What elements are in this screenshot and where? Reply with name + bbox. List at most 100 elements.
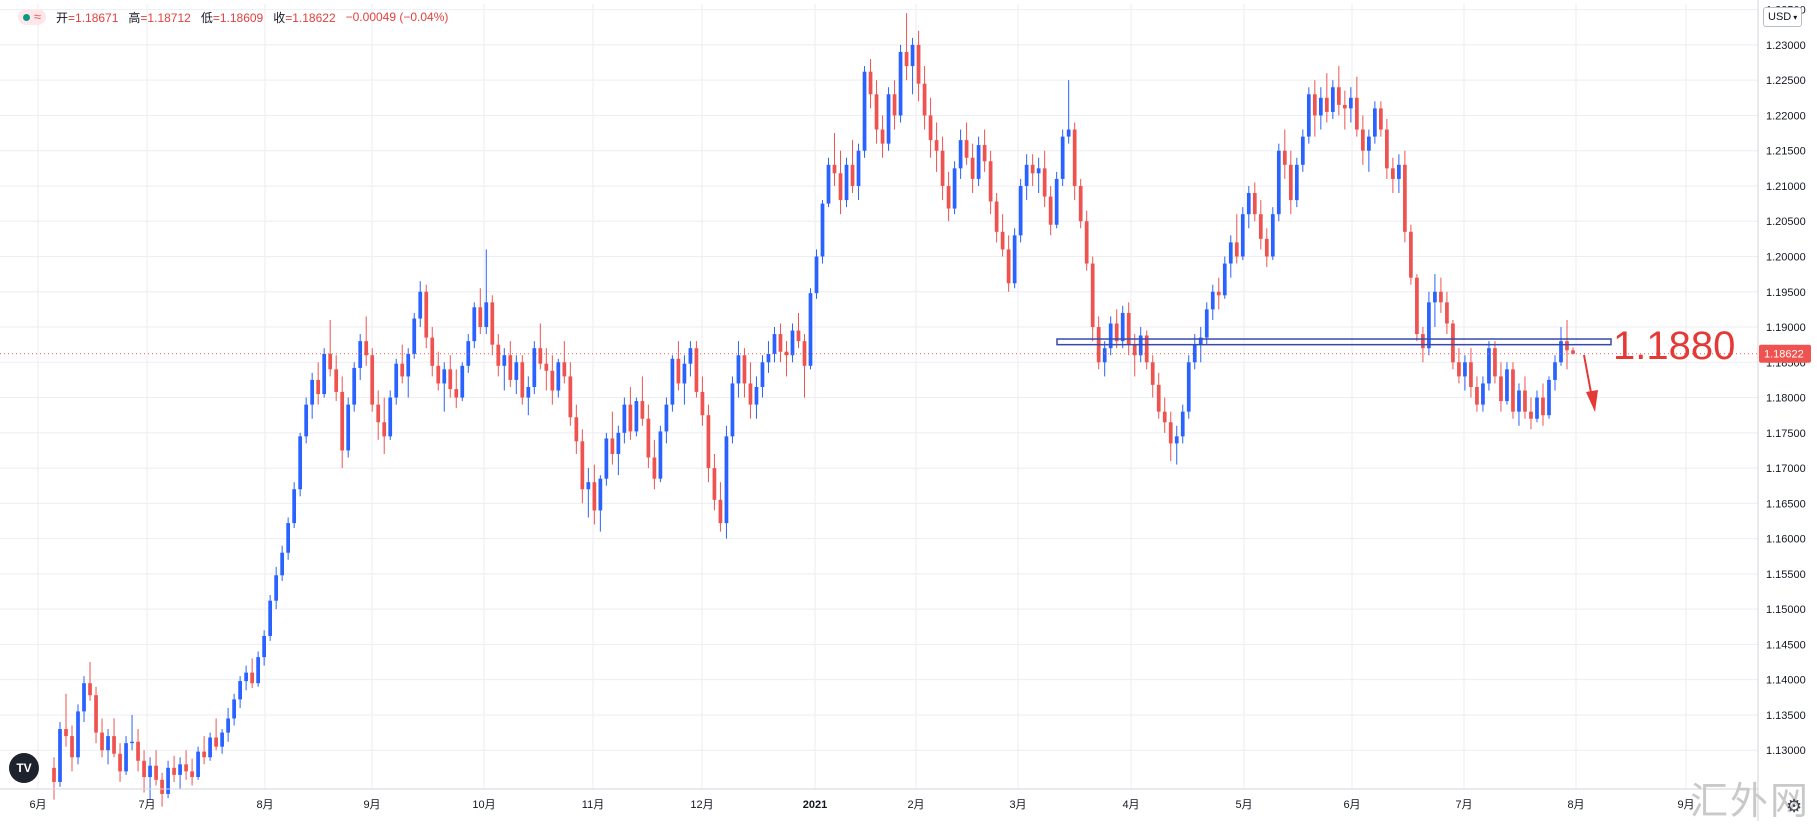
- candle: [1282, 129, 1287, 179]
- x-tick-label: 10月: [472, 799, 495, 811]
- candle-body: [1367, 136, 1371, 151]
- time-axis[interactable]: 6月 7月 8月 9月 10月 11月 12月 2021 2月 3月 4月 5月 6月 7月 8月 9月: [29, 799, 1694, 811]
- visibility-toggle[interactable]: ≈: [18, 9, 46, 25]
- candle-body: [1318, 97, 1323, 116]
- candle-body: [952, 168, 957, 209]
- candle: [292, 482, 297, 529]
- tradingview-logo[interactable]: TV: [9, 753, 39, 783]
- candle: [826, 157, 831, 208]
- candle: [1427, 291, 1431, 356]
- x-tick-label: 2021: [803, 799, 827, 811]
- candle: [706, 404, 711, 483]
- price-axis[interactable]: 1.13000 1.13500 1.14000 1.14500 1.15000 1.155…: [1766, 5, 1806, 758]
- candle-body: [532, 348, 537, 387]
- candle: [52, 757, 56, 800]
- candle: [592, 464, 597, 525]
- candle: [358, 334, 363, 380]
- candle: [1126, 302, 1131, 356]
- candle-body: [52, 767, 56, 782]
- close-value: 收=1.18622: [273, 10, 336, 25]
- candle: [346, 397, 351, 458]
- candle-body: [592, 482, 597, 511]
- candle: [496, 334, 501, 377]
- candle-body: [832, 164, 837, 174]
- candle: [724, 425, 729, 539]
- candle: [1306, 87, 1311, 144]
- x-tick-label: 5月: [1235, 799, 1252, 811]
- candle-body: [502, 355, 507, 366]
- candle: [1054, 171, 1059, 229]
- candle: [694, 341, 699, 398]
- candle-body: [730, 383, 735, 437]
- candle-body: [292, 489, 297, 524]
- candle-body: [982, 145, 987, 162]
- candle: [808, 288, 813, 370]
- candle-body: [712, 468, 717, 500]
- candle-body: [346, 404, 351, 451]
- candle-body: [868, 71, 873, 95]
- candle-body: [1457, 362, 1461, 377]
- candle: [1246, 185, 1251, 229]
- candle: [868, 59, 873, 109]
- candle-body: [1306, 94, 1311, 137]
- candle-body: [556, 362, 561, 391]
- candle: [1192, 334, 1197, 370]
- y-tick-label: 1.22500: [1766, 75, 1806, 87]
- candle: [568, 362, 573, 426]
- candle-body: [508, 355, 513, 380]
- candle-body: [1541, 397, 1545, 416]
- candle-body: [676, 358, 681, 384]
- currency-label: USD: [1768, 11, 1792, 23]
- candle: [604, 432, 609, 486]
- gear-icon[interactable]: ⚙: [1786, 796, 1803, 816]
- candle: [1270, 207, 1275, 261]
- candle-body: [1126, 312, 1131, 345]
- candle: [1174, 425, 1179, 465]
- candle-body: [364, 341, 369, 356]
- candle: [1030, 154, 1035, 186]
- candle: [1553, 355, 1557, 391]
- candle-body: [316, 379, 321, 395]
- candle-body: [1475, 386, 1479, 405]
- candle-body: [430, 337, 435, 366]
- candle: [766, 341, 771, 373]
- candle: [76, 704, 80, 765]
- candle-body: [1499, 376, 1503, 402]
- candle-body: [418, 291, 423, 319]
- candle-body: [1415, 277, 1419, 335]
- candle-body: [964, 140, 969, 158]
- y-tick-label: 1.13000: [1766, 745, 1806, 757]
- candle-body: [82, 683, 86, 712]
- support-zone-box[interactable]: [1056, 338, 1612, 346]
- candle: [142, 750, 146, 793]
- candle: [1415, 274, 1419, 342]
- candle: [880, 115, 885, 158]
- candle: [556, 358, 561, 398]
- candle-body: [886, 94, 891, 144]
- candle-body: [148, 765, 152, 778]
- candle-body: [220, 732, 224, 747]
- candle-body: [1403, 164, 1407, 232]
- candle: [1523, 376, 1527, 419]
- candle: [226, 707, 230, 742]
- candle: [478, 288, 483, 335]
- currency-selector[interactable]: USD ▾: [1763, 7, 1803, 27]
- candle: [310, 372, 315, 419]
- y-tick-label: 1.15500: [1766, 569, 1806, 581]
- candle-body: [310, 379, 315, 405]
- candle-body: [688, 348, 693, 364]
- candle-body: [1210, 291, 1215, 310]
- candle: [814, 249, 819, 299]
- candle: [1084, 210, 1089, 271]
- candle: [832, 133, 837, 186]
- candle: [760, 355, 765, 398]
- candle: [262, 630, 266, 666]
- candle-body: [1553, 362, 1557, 380]
- candle: [460, 362, 465, 402]
- candle: [934, 122, 939, 172]
- candle: [1391, 157, 1395, 194]
- candle-body: [1150, 362, 1155, 385]
- candle-body: [286, 523, 291, 553]
- candle-body: [1361, 129, 1365, 151]
